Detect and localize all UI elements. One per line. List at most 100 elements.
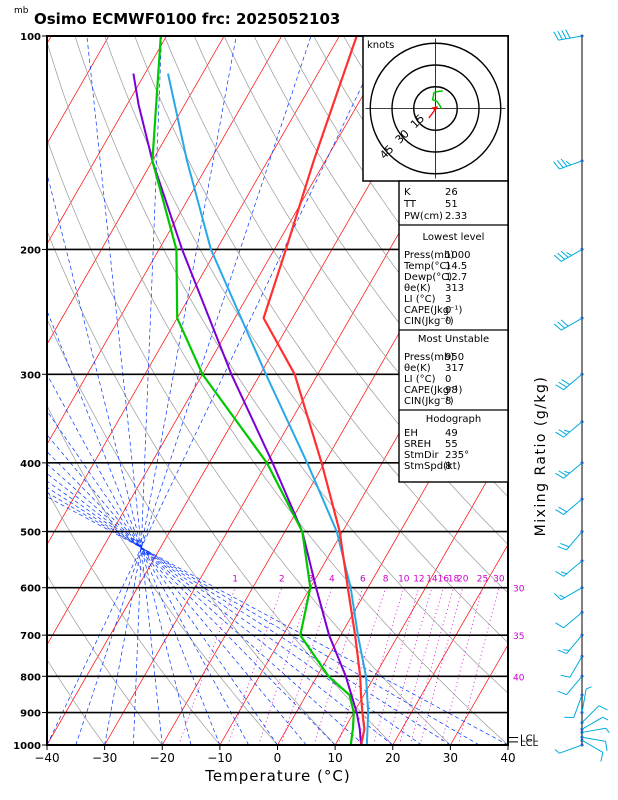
index-value: 51 [445,199,458,210]
storm-motion-arrowhead [431,106,438,112]
dry-adiabat-line [47,138,451,745]
wind-barb-feather [563,649,570,651]
temperature-line [262,36,366,745]
wind-barb-feather [557,546,567,551]
index-label: CIN(Jkg⁻¹) [404,316,454,327]
dewpoint-line [151,36,355,745]
index-value: 8 [445,396,451,407]
index-label: CAPE(Jkg⁻¹) [404,305,462,316]
index-label: CAPE(Jkg⁻¹) [404,385,462,396]
wind-barb-shaft [559,744,583,754]
isotherm-line [47,36,340,546]
dry-adiabat-line [283,36,508,360]
wind-barb-feather [555,509,564,515]
wind-barb-feather [553,323,562,331]
wind-barb-feather [560,319,569,327]
wind-barb-feather [565,29,571,39]
pressure-tick-label: 900 [20,709,41,720]
section-title: Hodograph [426,414,481,425]
wind-barb-feather [565,160,572,166]
wind-barb-feather [600,752,604,762]
pressure-axis: 100 200 300 400 500 600 700 800 900 1000 [13,32,47,752]
section-title: Lowest level [423,232,485,243]
dry-adiabat-line [47,40,508,745]
adiabat-label: 30 [513,585,525,595]
wind-barb-feather [553,161,560,170]
index-label: K [404,187,411,198]
lcl-label: LCL [520,734,539,745]
index-label: Press(mb) [404,352,454,363]
mixing-ratio-line [386,587,433,745]
wind-barb-shaft [581,705,600,724]
index-value: 317 [445,363,464,374]
wind-barb-feather [555,622,564,629]
temperature-tick-label: 0 [274,751,282,765]
pressure-tick-label: 200 [20,245,41,256]
moist-adiabat-line [47,486,451,745]
index-label: StmDir [404,450,439,461]
wind-barb-feather [560,674,571,678]
pressure-tick-label: 500 [20,528,41,539]
index-value: 49 [445,428,458,439]
index-value: 26 [445,187,458,198]
mixing-ratio-label: 18 [448,575,460,585]
mixing-ratio-line [398,587,444,745]
indices-table-frame [398,180,509,483]
wind-barb-feather [561,379,571,385]
wind-barb-feather [553,254,562,262]
wind-barb-shaft [581,736,606,742]
wind-barb-feather [557,690,567,696]
isotherm-line [47,36,167,245]
wind-barb-feather [560,250,569,258]
mixing-ratio-label: 14 [426,575,438,585]
wind-barb-shaft [569,656,583,678]
index-label: CIN(Jkg⁻¹) [404,396,454,407]
index-label: Temp(°C) [403,261,451,272]
wind-barb-feather [605,727,610,733]
wind-barb-shaft [581,688,587,713]
mixing-ratio-line [337,587,387,745]
index-label: TT [403,199,417,210]
isotherm-line [334,443,508,745]
wind-barb-feather [555,472,564,479]
index-value: 98 [445,385,458,396]
wind-barb-column [553,29,610,762]
wind-barb-feather [557,252,566,260]
wind-barb-feather [557,321,566,329]
pressure-tick-label: 300 [20,370,41,381]
index-value: 3 [445,294,451,305]
temperature-tick-label: 20 [385,751,400,765]
index-value: 2.33 [445,211,467,222]
wind-barb-feather [558,381,567,388]
wind-barb-feather [602,716,609,721]
index-value: 12.7 [445,272,467,283]
sounding-profiles [132,36,370,745]
wind-barb-feather [605,741,608,751]
wind-barb-shaft [566,675,583,695]
temperature-tick-label: 10 [327,751,342,765]
temperature-tick-label: −30 [92,751,117,765]
temperature-tick-label: −40 [34,751,59,765]
mb-unit-label: mb [14,6,29,16]
moist-adiabat-lines [47,36,508,745]
temperature-axis: −40 −30 −20 −10 0 10 20 30 40 [34,745,516,765]
mixing-ratio-label: 2 [279,575,285,585]
index-value: 0 [445,374,451,385]
index-value: 55 [445,439,458,450]
isotherm-line [47,36,225,345]
moist-adiabat-line [47,434,307,745]
index-label: SREH [404,439,431,450]
index-label: LI (°C) [404,374,436,385]
index-value: 1000 [445,250,470,261]
wind-barb-feather [556,159,564,168]
wind-barb-feather [553,593,562,601]
moist-adiabat-line [47,480,422,745]
mixing-ratio-label: 12 [413,575,424,585]
dry-adiabat-line [47,318,336,745]
wind-barb-feather [598,705,608,711]
wind-barb-shaft [581,739,604,753]
pressure-tick-label: 400 [20,459,41,470]
